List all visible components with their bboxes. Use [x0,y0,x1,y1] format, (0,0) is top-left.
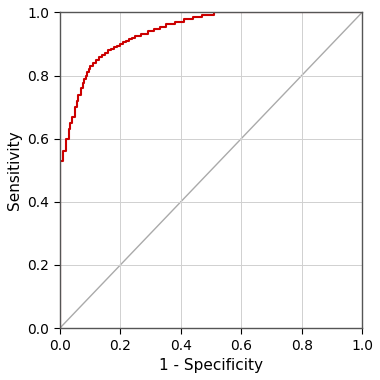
Y-axis label: Sensitivity: Sensitivity [7,130,22,210]
X-axis label: 1 - Specificity: 1 - Specificity [159,358,263,373]
